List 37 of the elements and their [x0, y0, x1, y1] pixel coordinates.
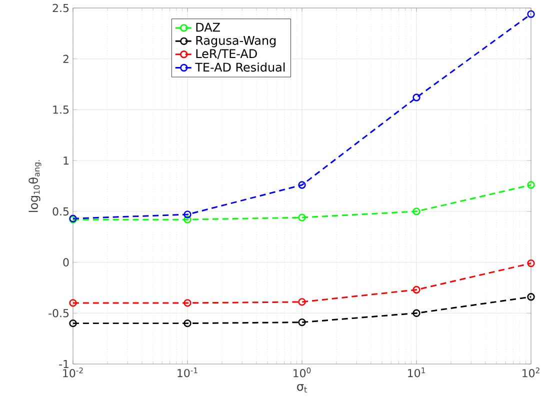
- x-tick-label: 10$^{1}$: [408, 368, 425, 378]
- y-tick-label: 0.5: [52, 207, 69, 216]
- point: [412, 286, 420, 294]
- y-tick-label: 1: [64, 156, 68, 165]
- point: [527, 10, 535, 18]
- x-tick-label: 10$^{-1}$: [178, 368, 198, 378]
- y-axis-title: log$_{10}$θ$_{ang.}$: [28, 160, 42, 212]
- y-tick-label: 1.5: [53, 106, 69, 114]
- legend-label: Ragusa-Wang: [196, 36, 276, 48]
- legend-label: TE-AD Residual: [195, 62, 285, 72]
- point: [184, 299, 192, 307]
- point: [69, 319, 77, 328]
- legend-label: LeR/TE-AD: [196, 49, 257, 60]
- point: [527, 259, 535, 268]
- x-tick-label: 10$^{2}$: [522, 368, 540, 378]
- y-tick-label: 2.5: [52, 4, 69, 12]
- point: [298, 298, 306, 306]
- y-tick-label: -1: [59, 360, 68, 368]
- point: [412, 208, 420, 216]
- point: [69, 299, 77, 307]
- point: [298, 318, 306, 326]
- point: [298, 214, 306, 222]
- y-tick-label: -0.5: [48, 309, 69, 318]
- point: [184, 210, 192, 218]
- x-tick-label: 10$^{-2}$: [63, 368, 83, 378]
- y-tick-label: 0: [63, 258, 69, 266]
- y-tick-label: 2: [63, 54, 68, 63]
- point: [527, 293, 535, 301]
- point: [298, 181, 306, 189]
- point: [412, 309, 420, 317]
- point: [184, 216, 192, 224]
- point: [184, 319, 192, 328]
- x-axis-title: σ$_{t}$: [297, 384, 307, 392]
- legend-label: DAZ: [196, 22, 220, 32]
- point: [527, 181, 535, 189]
- x-tick-label: 10$^{0}$: [294, 368, 311, 378]
- point: [412, 94, 420, 102]
